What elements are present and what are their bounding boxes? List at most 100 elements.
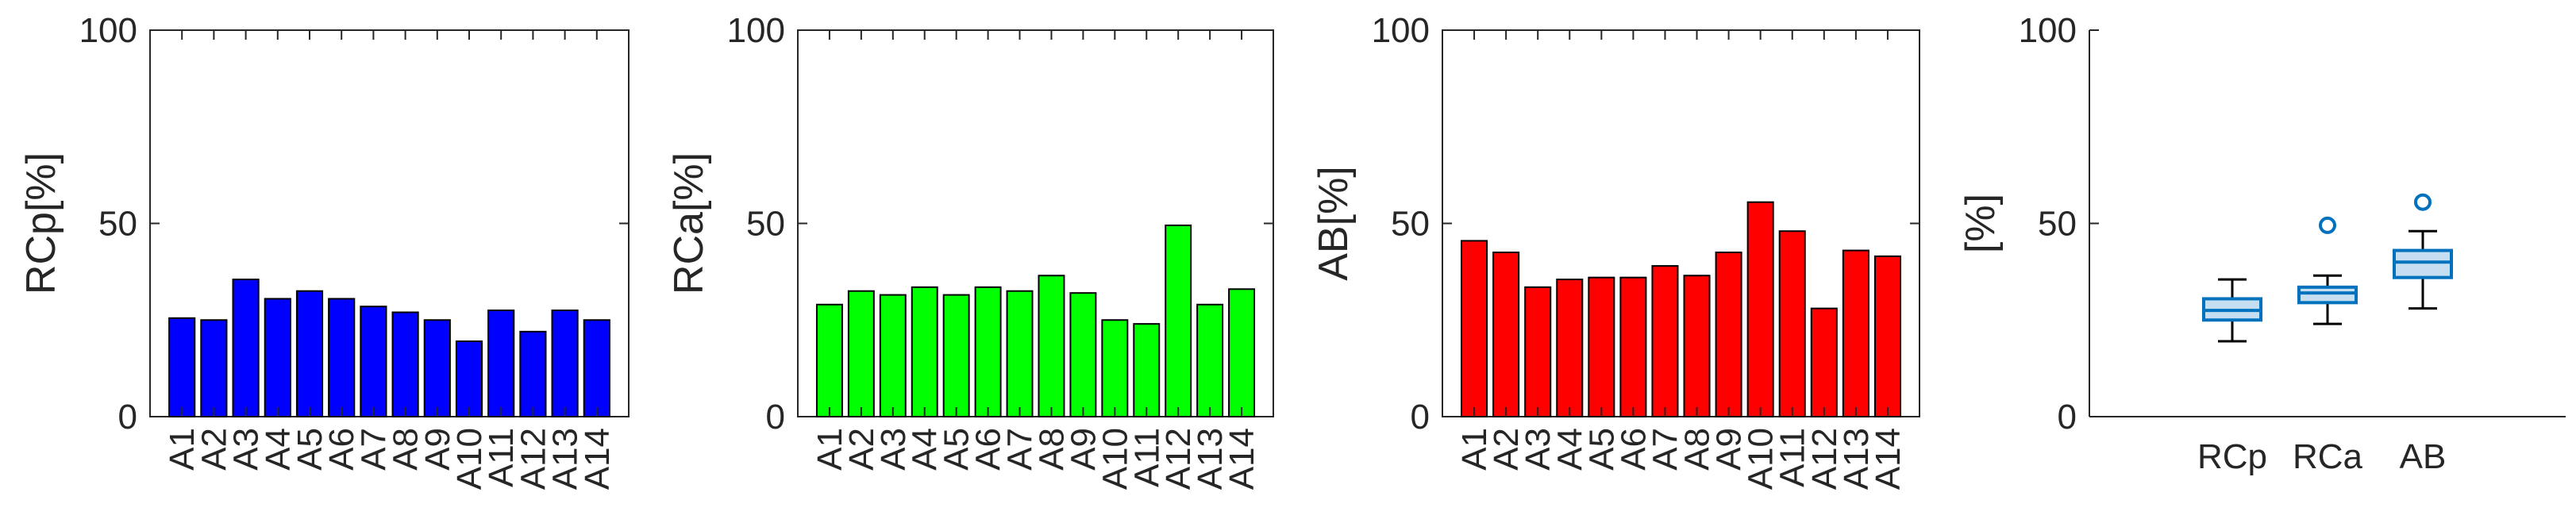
x-tick-label: RCa xyxy=(2293,437,2363,476)
bar-A3 xyxy=(879,294,907,417)
bar-A8 xyxy=(1038,275,1065,417)
x-tick-label: A5 xyxy=(1582,428,1621,471)
bar-A13 xyxy=(1842,249,1869,417)
x-tick-label: A4 xyxy=(906,428,945,471)
x-tick-label: A9 xyxy=(418,428,457,471)
x-tick-label: A12 xyxy=(1159,428,1198,490)
x-tick-label: A7 xyxy=(1646,428,1685,471)
bar-A11 xyxy=(1133,323,1161,417)
x-tick-label: A1 xyxy=(1455,428,1494,471)
y-tick-label: 100 xyxy=(727,11,785,50)
x-tick-label: A4 xyxy=(259,428,298,471)
bar-A3 xyxy=(1524,286,1552,418)
bar-A7 xyxy=(1006,290,1034,417)
bar-A7 xyxy=(360,306,387,417)
x-tick-label: A10 xyxy=(1742,428,1781,490)
x-tick-label: A7 xyxy=(354,428,393,471)
x-tick-label: A14 xyxy=(1869,428,1908,490)
x-tick-label: A9 xyxy=(1064,428,1103,471)
x-tick-label: A12 xyxy=(514,428,553,490)
bar-A5 xyxy=(942,294,970,417)
x-tick-label: A3 xyxy=(1519,428,1558,471)
chart-panel-3: 050100AB[%]A1A2A3A4A5A6A7A8A9A10A11A12A1… xyxy=(1311,11,1920,490)
x-tick-label: A10 xyxy=(450,428,489,490)
y-axis-label: AB[%] xyxy=(1311,166,1357,281)
y-tick-label: 100 xyxy=(2019,11,2077,50)
bar-A12 xyxy=(1810,307,1838,418)
x-tick-label: A2 xyxy=(194,428,233,471)
x-tick-label: A6 xyxy=(1614,428,1653,471)
bar-A12 xyxy=(519,330,547,417)
x-tick-label: A10 xyxy=(1095,428,1134,490)
iqr-box xyxy=(2393,248,2453,279)
x-tick-label: A13 xyxy=(1837,428,1876,490)
bar-A14 xyxy=(583,319,610,417)
x-tick-label: A3 xyxy=(874,428,913,471)
bar-A12 xyxy=(1165,224,1192,417)
bar-A1 xyxy=(1461,240,1488,418)
bar-A10 xyxy=(455,340,483,417)
bar-A14 xyxy=(1228,288,1256,418)
bar-A10 xyxy=(1746,201,1774,417)
y-tick-label: 50 xyxy=(2038,205,2077,244)
bar-A8 xyxy=(1683,275,1711,417)
iqr-box xyxy=(2297,285,2358,305)
outlier-point xyxy=(2414,193,2432,211)
x-tick-label: A1 xyxy=(811,428,849,471)
bar-A9 xyxy=(1715,252,1742,417)
x-tick-label: RCp xyxy=(2197,437,2267,476)
bar-A13 xyxy=(551,310,579,418)
y-tick-label: 0 xyxy=(1411,398,1430,436)
bar-A8 xyxy=(391,311,419,418)
y-tick-label: 50 xyxy=(746,205,785,244)
y-tick-label: 100 xyxy=(79,11,137,50)
outlier-point xyxy=(2319,216,2336,234)
bar-A4 xyxy=(264,298,291,417)
chart-panel-1: 050100RCp[%]A1A2A3A4A5A6A7A8A9A10A11A12A… xyxy=(18,11,630,490)
x-tick-label: AB xyxy=(2400,437,2447,476)
bar-A2 xyxy=(1492,252,1520,417)
x-tick-label: A11 xyxy=(482,428,521,487)
x-tick-label: A1 xyxy=(163,428,202,471)
bar-A9 xyxy=(1069,292,1097,417)
y-axis-label: RCa[%] xyxy=(666,152,712,294)
bar-A2 xyxy=(200,319,228,417)
chart-panel-2: 050100RCa[%]A1A2A3A4A5A6A7A8A9A10A11A12A… xyxy=(666,11,1274,490)
x-tick-label: A6 xyxy=(322,428,361,471)
x-tick-label: A6 xyxy=(969,428,1008,471)
bar-A5 xyxy=(295,290,324,417)
x-tick-label: A7 xyxy=(1001,428,1040,471)
y-tick-label: 0 xyxy=(2058,398,2077,436)
y-axis-label: [%] xyxy=(1958,194,2004,253)
bar-A9 xyxy=(423,319,451,417)
bar-A3 xyxy=(232,279,260,417)
y-tick-label: 0 xyxy=(766,398,785,436)
bar-A6 xyxy=(1619,276,1647,417)
x-tick-label: A8 xyxy=(1032,428,1071,471)
x-tick-label: A13 xyxy=(546,428,585,490)
bar-A4 xyxy=(1556,279,1584,417)
bar-A7 xyxy=(1651,265,1679,417)
bar-A6 xyxy=(974,286,1002,418)
bar-A4 xyxy=(911,286,938,418)
y-tick-label: 0 xyxy=(118,398,137,436)
y-tick-label: 100 xyxy=(1372,11,1430,50)
x-tick-label: A11 xyxy=(1773,428,1812,487)
x-tick-label: A4 xyxy=(1550,428,1589,471)
bar-A1 xyxy=(815,303,843,417)
y-tick-label: 50 xyxy=(98,205,137,244)
x-tick-label: A13 xyxy=(1191,428,1230,490)
x-tick-label: A3 xyxy=(227,428,266,471)
x-tick-label: A2 xyxy=(842,428,881,471)
x-tick-label: A11 xyxy=(1127,428,1166,487)
x-tick-label: A14 xyxy=(1223,428,1261,490)
y-axis-label: RCp[%] xyxy=(18,152,64,294)
x-tick-label: A12 xyxy=(1805,428,1844,490)
bar-A11 xyxy=(1778,230,1806,417)
bar-A11 xyxy=(487,310,515,418)
bar-A13 xyxy=(1196,303,1224,417)
bar-A10 xyxy=(1101,319,1129,417)
x-tick-label: A14 xyxy=(578,428,617,490)
bar-A2 xyxy=(847,290,875,417)
